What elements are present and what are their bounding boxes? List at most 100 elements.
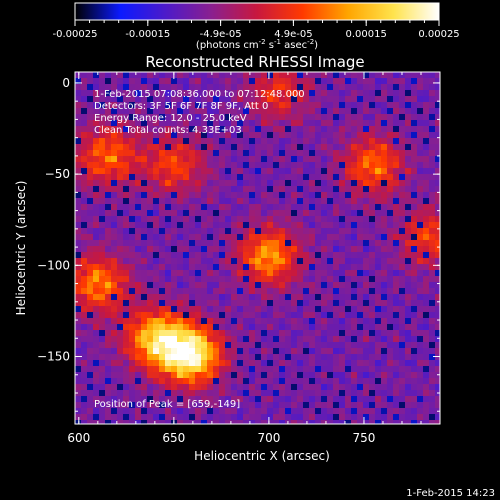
heatmap-cell xyxy=(207,390,213,396)
heatmap-cell xyxy=(219,378,225,384)
heatmap-cell xyxy=(195,78,201,84)
heatmap-cell xyxy=(267,150,273,156)
heatmap-cell xyxy=(213,306,219,312)
heatmap-cell xyxy=(81,246,87,252)
heatmap-cell xyxy=(267,252,273,258)
heatmap-cell xyxy=(75,276,81,282)
heatmap-cell xyxy=(189,264,195,270)
heatmap-cell xyxy=(267,234,273,240)
heatmap-cell xyxy=(261,270,267,276)
heatmap-cell xyxy=(261,372,267,378)
heatmap-cell xyxy=(99,360,105,366)
heatmap-cell xyxy=(243,420,249,424)
heatmap-cell xyxy=(87,276,93,282)
heatmap-cell xyxy=(225,180,231,186)
heatmap-cell xyxy=(417,72,423,78)
heatmap-cell xyxy=(237,108,243,114)
heatmap-cell xyxy=(153,372,159,378)
heatmap-cell xyxy=(231,318,237,324)
heatmap-cell xyxy=(357,408,363,414)
heatmap-cell xyxy=(159,144,165,150)
heatmap-cell xyxy=(327,312,333,318)
heatmap-cell xyxy=(243,210,249,216)
heatmap-cell xyxy=(345,96,351,102)
heatmap-cell xyxy=(351,90,357,96)
heatmap-cell xyxy=(291,120,297,126)
heatmap-cell xyxy=(303,228,309,234)
heatmap-cell xyxy=(219,228,225,234)
heatmap-cell xyxy=(339,204,345,210)
heatmap-cell xyxy=(159,84,165,90)
heatmap-cell xyxy=(369,408,375,414)
heatmap-cell xyxy=(141,402,147,408)
heatmap-cell xyxy=(249,330,255,336)
heatmap-cell xyxy=(333,372,339,378)
heatmap-cell xyxy=(171,252,177,258)
heatmap-cell xyxy=(87,228,93,234)
heatmap-cell xyxy=(243,228,249,234)
heatmap-cell xyxy=(345,336,351,342)
heatmap-cell xyxy=(399,84,405,90)
heatmap-cell xyxy=(411,234,417,240)
heatmap-cell xyxy=(345,384,351,390)
heatmap-cell xyxy=(171,204,177,210)
heatmap-cell xyxy=(297,420,303,424)
heatmap-cell xyxy=(369,126,375,132)
heatmap-cell xyxy=(111,156,117,162)
heatmap-cell xyxy=(399,240,405,246)
heatmap-cell xyxy=(129,240,135,246)
heatmap-cell xyxy=(309,210,315,216)
heatmap-cell xyxy=(93,270,99,276)
heatmap-cell xyxy=(375,78,381,84)
heatmap-cell xyxy=(345,288,351,294)
heatmap-cell xyxy=(435,78,440,84)
heatmap-cell xyxy=(351,162,357,168)
heatmap-cell xyxy=(387,258,393,264)
heatmap-cell xyxy=(279,108,285,114)
heatmap-cell xyxy=(345,396,351,402)
heatmap-cell xyxy=(87,282,93,288)
heatmap-cell xyxy=(321,264,327,270)
heatmap-cell xyxy=(291,300,297,306)
heatmap-cell xyxy=(225,336,231,342)
heatmap-cell xyxy=(423,252,429,258)
heatmap-cell xyxy=(279,288,285,294)
heatmap-cell xyxy=(123,192,129,198)
heatmap-cell xyxy=(369,138,375,144)
heatmap-cell xyxy=(345,240,351,246)
heatmap-cell xyxy=(171,222,177,228)
heatmap-cell xyxy=(207,144,213,150)
heatmap-cell xyxy=(285,132,291,138)
heatmap-cell xyxy=(417,222,423,228)
heatmap-cell xyxy=(411,72,417,78)
heatmap-cell xyxy=(363,330,369,336)
heatmap-cell xyxy=(183,270,189,276)
heatmap-cell xyxy=(123,348,129,354)
heatmap-cell xyxy=(429,294,435,300)
heatmap-cell xyxy=(213,168,219,174)
heatmap-cell xyxy=(339,342,345,348)
heatmap-cell xyxy=(111,258,117,264)
heatmap-cell xyxy=(123,282,129,288)
heatmap-cell xyxy=(165,228,171,234)
heatmap-cell xyxy=(435,216,440,222)
heatmap-cell xyxy=(399,288,405,294)
heatmap-cell xyxy=(207,174,213,180)
heatmap-cell xyxy=(177,258,183,264)
heatmap-cell xyxy=(327,138,333,144)
heatmap-cell xyxy=(393,174,399,180)
heatmap-cell xyxy=(405,354,411,360)
heatmap-cell xyxy=(309,186,315,192)
heatmap-cell xyxy=(81,78,87,84)
heatmap-cell xyxy=(297,228,303,234)
heatmap-cell xyxy=(171,264,177,270)
heatmap-cell xyxy=(141,366,147,372)
heatmap-cell xyxy=(225,276,231,282)
heatmap-cell xyxy=(249,174,255,180)
heatmap-cell xyxy=(165,294,171,300)
heatmap-cell xyxy=(411,336,417,342)
heatmap-cell xyxy=(381,222,387,228)
heatmap-cell xyxy=(405,420,411,424)
heatmap-cell xyxy=(375,318,381,324)
heatmap-cell xyxy=(249,318,255,324)
